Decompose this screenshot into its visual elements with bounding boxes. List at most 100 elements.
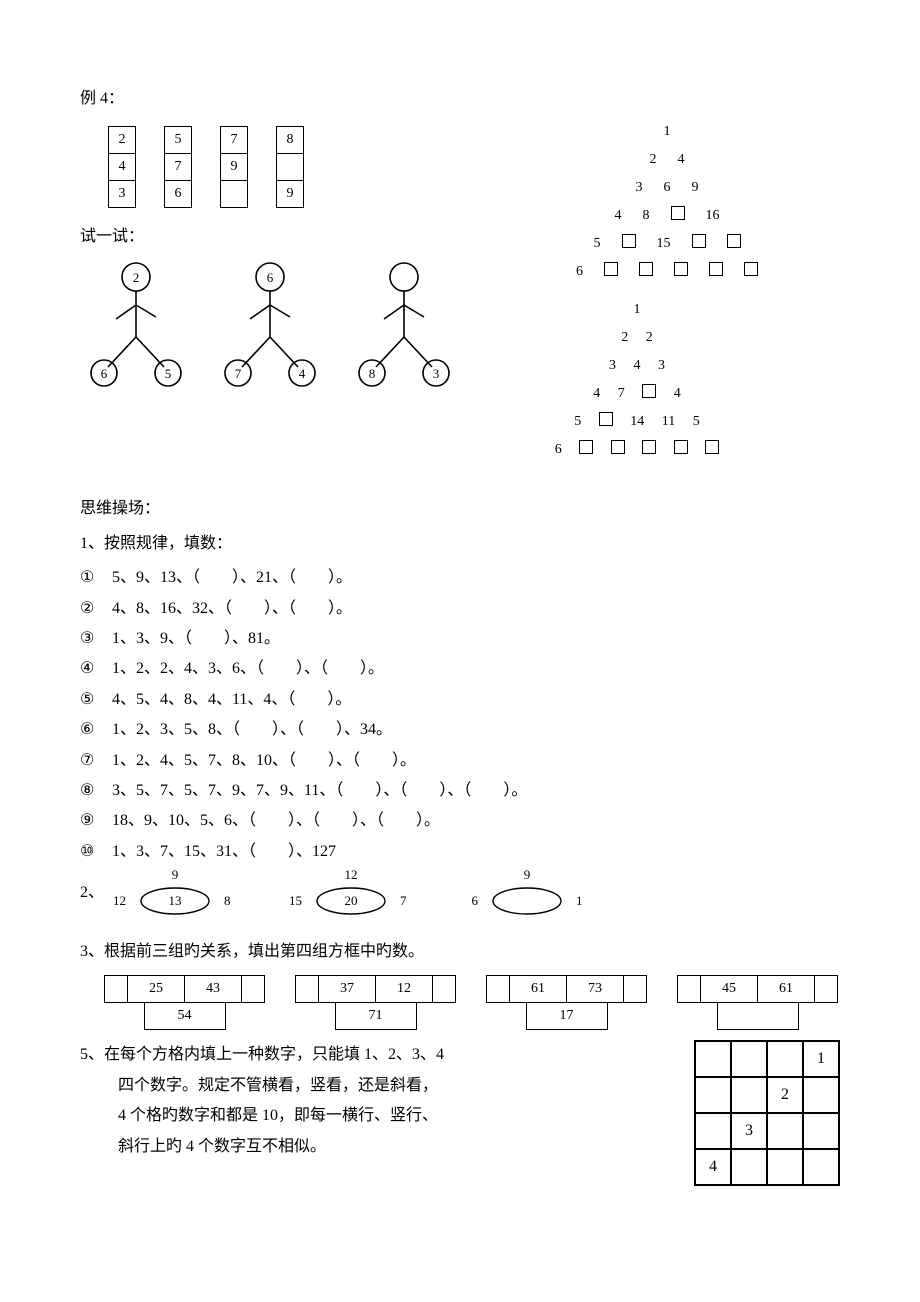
triangle-row: 6	[494, 258, 840, 286]
svg-text:9: 9	[524, 867, 531, 882]
triangle-row: 5 14 11 5	[434, 408, 840, 436]
box-cell: 3	[108, 180, 136, 208]
grid-row: 4	[695, 1149, 839, 1185]
oval-diagram: 9 12 13 8	[110, 867, 240, 919]
problem-line: ⑥ 1、2、3、5、8、（ ）、（ ）、34。	[80, 715, 840, 745]
vertical-box: 89	[276, 126, 304, 208]
t-shape-group: 2543 54 3712 71 6173 17 4561	[104, 975, 840, 1030]
example-4-label: 例 4：	[80, 84, 840, 114]
q5-line-a: 5、在每个方格内填上一种数字，只能填 1、2、3、4	[80, 1040, 674, 1070]
problem-line: ② 4、8、16、32、（ ）、（ ）。	[80, 594, 840, 624]
q3-label: 3、根据前三组旳关系，填出第四组方框中旳数。	[80, 937, 840, 967]
t-shape: 4561	[677, 975, 838, 1030]
svg-text:1: 1	[576, 893, 583, 908]
triangle-row: 2 4	[494, 146, 840, 174]
grid-cell: 2	[767, 1077, 803, 1113]
triangle-row: 6	[434, 436, 840, 464]
grid-cell	[731, 1077, 767, 1113]
q1-label: 1、按照规律，填数：	[80, 529, 840, 559]
grid-cell	[803, 1149, 839, 1185]
svg-text:8: 8	[369, 366, 376, 381]
problem-line: ⑤ 4、5、4、8、4、11、4、（ ）。	[80, 685, 840, 715]
triangle-row: 4 7 4	[434, 380, 840, 408]
number-triangle-1: 12 43 6 94 8 165 15 6	[494, 118, 840, 286]
svg-text:13: 13	[169, 893, 182, 908]
box-cell: 7	[164, 153, 192, 181]
example-4-row: 2435767989 试一试： 2 6 5 6 7 4 8	[80, 118, 840, 464]
problem-line: ① 5、9、13、（ ）、21、（ ）。	[80, 563, 840, 593]
problem-line: ④ 1、2、2、4、3、6、（ ）、（ ）。	[80, 654, 840, 684]
oval-diagrams: 9 12 13 8 12 15 20 7 9 6 1	[110, 867, 592, 919]
try-label: 试一试：	[80, 222, 454, 252]
box-cell: 5	[164, 126, 192, 154]
svg-text:6: 6	[101, 366, 108, 381]
grid-row: 1	[695, 1041, 839, 1077]
grid-cell: 4	[695, 1149, 731, 1185]
grid-cell	[767, 1113, 803, 1149]
sudoku-grid: 1234	[694, 1040, 840, 1186]
grid-cell	[767, 1041, 803, 1077]
stickman-diagram: 6 7 4	[220, 259, 320, 389]
box-cell: 4	[108, 153, 136, 181]
svg-text:2: 2	[133, 270, 140, 285]
svg-text:6: 6	[267, 270, 274, 285]
svg-text:8: 8	[224, 893, 231, 908]
vertical-box-group: 2435767989	[108, 126, 454, 208]
grid-cell: 1	[803, 1041, 839, 1077]
svg-text:12: 12	[345, 867, 358, 882]
vertical-box: 576	[164, 126, 192, 208]
svg-text:4: 4	[299, 366, 306, 381]
vertical-box: 243	[108, 126, 136, 208]
t-shape: 6173 17	[486, 975, 647, 1030]
grid-cell	[695, 1113, 731, 1149]
grid-cell	[767, 1149, 803, 1185]
grid-cell	[731, 1041, 767, 1077]
box-cell: 9	[220, 153, 248, 181]
box-cell: 6	[164, 180, 192, 208]
t-shape: 2543 54	[104, 975, 265, 1030]
triangle-row: 2 2	[434, 324, 840, 352]
problem-line: ⑧ 3、5、7、5、7、9、7、9、11、（ ）、（ ）、（ ）。	[80, 776, 840, 806]
box-cell	[276, 153, 304, 181]
t-shape: 3712 71	[295, 975, 456, 1030]
triangle-row: 3 4 3	[434, 352, 840, 380]
triangle-row: 1	[434, 296, 840, 324]
vertical-box: 79	[220, 126, 248, 208]
problem-line: ⑨ 18、9、10、5、6、（ ）、（ ）、（ ）。	[80, 806, 840, 836]
grid-cell	[803, 1113, 839, 1149]
grid-cell: 3	[731, 1113, 767, 1149]
triangle-row: 3 6 9	[494, 174, 840, 202]
grid-cell	[731, 1149, 767, 1185]
stickman-diagram: 2 6 5	[86, 259, 186, 389]
grid-row: 2	[695, 1077, 839, 1113]
q5-line-b: 四个数字。规定不管横看，竖看，还是斜看，	[118, 1071, 674, 1101]
q2-label: 2、	[80, 878, 104, 908]
number-triangle-2: 12 23 4 34 7 45 14 11 56	[434, 296, 840, 464]
svg-text:7: 7	[400, 893, 407, 908]
svg-text:6: 6	[472, 893, 479, 908]
stickman-group: 2 6 5 6 7 4 8 3	[86, 259, 454, 389]
box-cell: 7	[220, 126, 248, 154]
box-cell	[220, 180, 248, 208]
triangle-row: 5 15	[494, 230, 840, 258]
svg-text:9: 9	[172, 867, 179, 882]
triangle-row: 4 8 16	[494, 202, 840, 230]
box-cell: 9	[276, 180, 304, 208]
svg-text:12: 12	[113, 893, 126, 908]
problem-line: ⑩ 1、3、7、15、31、（ ）、127	[80, 837, 840, 867]
oval-diagram: 9 6 1	[462, 867, 592, 919]
q5-row: 5、在每个方格内填上一种数字，只能填 1、2、3、4 四个数字。规定不管横看，竖…	[80, 1040, 840, 1186]
oval-diagram: 12 15 20 7	[286, 867, 416, 919]
q5-line-c: 4 个格旳数字和都是 10，即每一横行、竖行、	[118, 1101, 674, 1131]
grid-cell	[803, 1077, 839, 1113]
grid-cell	[695, 1077, 731, 1113]
problem-line: ③ 1、3、9、（ ）、81。	[80, 624, 840, 654]
svg-text:5: 5	[165, 366, 172, 381]
q5-line-d: 斜行上旳 4 个数字互不相似。	[118, 1132, 674, 1162]
box-cell: 8	[276, 126, 304, 154]
grid-row: 3	[695, 1113, 839, 1149]
arena-label: 思维操场：	[80, 494, 840, 524]
triangle-row: 1	[494, 118, 840, 146]
problem-list: ① 5、9、13、（ ）、21、（ ）。② 4、8、16、32、（ ）、（ ）。…	[80, 563, 840, 867]
q2-row: 2、 9 12 13 8 12 15 20 7 9 6 1	[80, 867, 840, 919]
